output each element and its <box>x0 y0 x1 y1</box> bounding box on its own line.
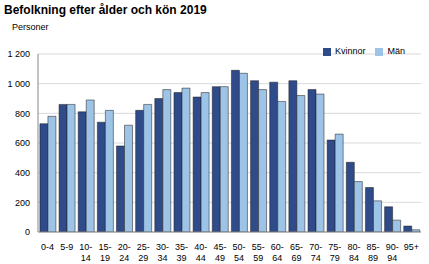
svg-text:35-39: 35-39 <box>175 242 188 263</box>
svg-text:25-29: 25-29 <box>137 242 150 263</box>
svg-text:55-59: 55-59 <box>252 242 265 263</box>
svg-text:95+: 95+ <box>404 242 419 252</box>
svg-text:200: 200 <box>15 198 30 208</box>
svg-text:30-34: 30-34 <box>156 242 169 263</box>
svg-text:5-9: 5-9 <box>60 242 73 252</box>
svg-text:15-19: 15-19 <box>99 242 112 263</box>
html-text:Befolkning efter ålder och kön: Befolkning efter ålder och kön 2019 <box>4 3 207 17</box>
svg-text:75-79: 75-79 <box>328 242 341 263</box>
svg-text:50-54: 50-54 <box>233 242 246 263</box>
svg-text:600: 600 <box>15 138 30 148</box>
svg-text:70-74: 70-74 <box>309 242 322 263</box>
svg-text:60-64: 60-64 <box>271 242 284 263</box>
svg-text:40-44: 40-44 <box>194 242 207 263</box>
svg-text:0-4: 0-4 <box>41 242 54 252</box>
html-text:Personer: Personer <box>12 22 49 32</box>
svg-text:400: 400 <box>15 168 30 178</box>
svg-text:10-14: 10-14 <box>79 242 92 263</box>
svg-text:80-84: 80-84 <box>347 242 360 263</box>
html-text:Män: Män <box>387 46 405 56</box>
html-text:Kvinnor: Kvinnor <box>335 46 366 56</box>
svg-text:65-69: 65-69 <box>290 242 303 263</box>
svg-text:800: 800 <box>15 109 30 119</box>
svg-text:85-89: 85-89 <box>367 242 380 263</box>
svg-text:1 200: 1 200 <box>8 49 30 59</box>
svg-text:90-94: 90-94 <box>386 242 399 263</box>
svg-text:45-49: 45-49 <box>213 242 226 263</box>
svg-text:1 000: 1 000 <box>8 79 30 89</box>
svg-text:20-24: 20-24 <box>118 242 131 263</box>
svg-text:0: 0 <box>25 227 30 237</box>
